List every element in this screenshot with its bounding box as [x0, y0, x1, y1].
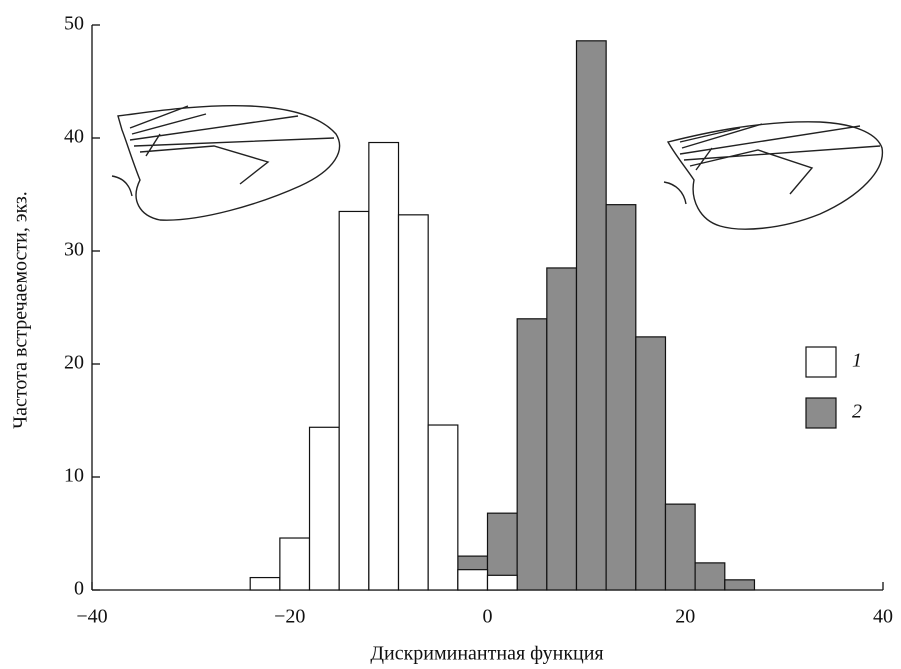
bar [488, 575, 518, 590]
bar [636, 337, 666, 590]
bar [428, 425, 458, 590]
x-tick-label: 20 [675, 606, 695, 628]
bar [250, 578, 280, 590]
y-axis-label: Частота встречаемости, экз. [10, 191, 32, 429]
bar [576, 41, 606, 590]
bar [725, 580, 755, 590]
legend-label: 1 [852, 350, 862, 372]
y-tick-label: 0 [74, 578, 84, 600]
x-axis-label: Дискриминантная функция [370, 643, 603, 665]
x-tick-label: 0 [483, 606, 493, 628]
bar [695, 563, 725, 590]
legend-swatch [806, 398, 836, 428]
bar [665, 504, 695, 590]
bar [280, 538, 310, 590]
x-tick-label: −40 [76, 606, 107, 628]
legend-label: 2 [852, 401, 862, 423]
bar [458, 570, 488, 590]
bar [310, 427, 340, 590]
legend-swatch [806, 347, 836, 377]
bar [547, 268, 577, 590]
bar [339, 211, 369, 590]
bar [399, 215, 429, 590]
chart: Дискриминантная функция Частота встречае… [0, 0, 901, 669]
bar [369, 143, 399, 590]
y-tick-label: 10 [64, 465, 84, 487]
wing-illustration [112, 106, 882, 229]
bar [517, 319, 547, 590]
y-tick-label: 50 [64, 13, 84, 35]
y-tick-label: 40 [64, 126, 84, 148]
bar [606, 205, 636, 590]
y-tick-label: 20 [64, 352, 84, 374]
x-tick-label: −20 [274, 606, 305, 628]
x-tick-label: 40 [873, 606, 893, 628]
y-tick-label: 30 [64, 239, 84, 261]
